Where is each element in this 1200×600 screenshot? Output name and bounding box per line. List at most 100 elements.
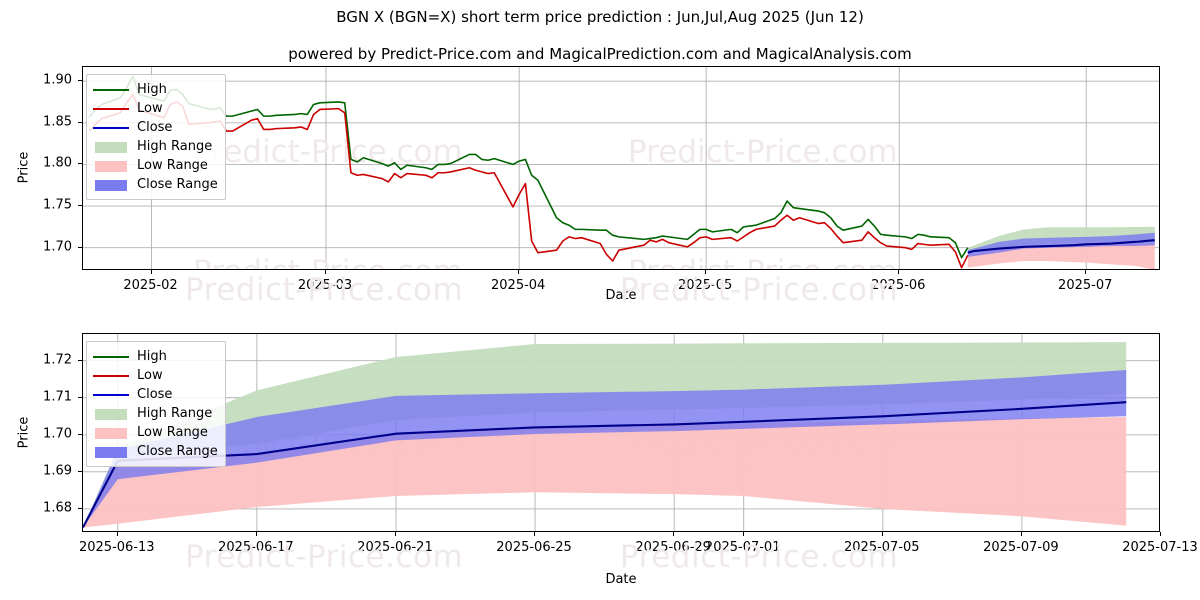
x-tick-label: 2025-06-13 <box>78 540 155 555</box>
y-tick-label: 1.68 <box>43 500 72 516</box>
legend-swatch-fill <box>95 160 127 172</box>
x-tick-mark <box>394 532 396 536</box>
legend-item-low-range[interactable]: Low Range <box>93 156 218 175</box>
y-tick-mark <box>78 163 82 165</box>
bottom-chart-legend[interactable]: High Low Close High Range Low Range Close Ran… <box>86 341 226 467</box>
legend-label: High <box>137 348 167 364</box>
x-tick-label: 2025-02 <box>123 278 178 293</box>
legend-swatch-patch-icon <box>93 178 129 192</box>
legend-swatch-fill <box>95 427 127 439</box>
legend-swatch-patch-icon <box>93 140 129 154</box>
y-tick-label: 1.71 <box>43 389 72 405</box>
legend-item-low[interactable]: Low <box>93 366 218 385</box>
legend-swatch-fill <box>93 355 129 358</box>
top-chart-canvas: Predict-Price.com Predict-Price.com Predic… <box>83 67 1159 269</box>
y-tick-mark <box>78 470 82 472</box>
legend-swatch-fill <box>95 179 127 191</box>
legend-swatch-fill <box>93 107 129 110</box>
x-tick-label: 2025-07-05 <box>844 540 920 555</box>
y-tick-mark <box>78 433 82 435</box>
x-tick-mark <box>742 532 744 536</box>
x-tick-label: 2025-03 <box>297 278 353 293</box>
figure-subtitle: powered by Predict-Price.com and Magical… <box>288 45 912 63</box>
series-line-low <box>88 93 969 269</box>
watermark-text: Predict-Price.com <box>193 134 463 170</box>
legend-swatch-fill <box>93 374 129 377</box>
legend-item-high[interactable]: High <box>93 80 218 99</box>
x-tick-label: 2025-06 <box>871 278 926 293</box>
x-tick-mark <box>1085 270 1087 274</box>
y-tick-label: 1.85 <box>43 114 72 130</box>
legend-item-close[interactable]: Close <box>93 385 218 404</box>
x-tick-mark <box>534 532 536 536</box>
legend-swatch-line-icon <box>93 369 129 383</box>
bottom-x-axis-label: Date <box>605 572 637 587</box>
x-tick-mark <box>673 532 675 536</box>
legend-item-close[interactable]: Close <box>93 118 218 137</box>
x-tick-mark <box>255 532 257 536</box>
legend-label: High Range <box>137 405 213 421</box>
x-tick-mark <box>325 270 327 274</box>
series-line-close <box>967 239 1155 254</box>
x-tick-mark <box>150 270 152 274</box>
x-tick-label: 2025-06-25 <box>496 540 572 555</box>
legend-item-high-range[interactable]: High Range <box>93 137 218 156</box>
y-tick-mark <box>78 359 82 361</box>
legend-item-low[interactable]: Low <box>93 99 218 118</box>
legend-swatch-patch-icon <box>93 445 129 459</box>
legend-label: Close <box>137 119 173 135</box>
legend-swatch-patch-icon <box>93 407 129 421</box>
legend-swatch-line-icon <box>93 350 129 364</box>
x-tick-label: 2025-06-21 <box>357 540 433 555</box>
x-tick-mark <box>1160 532 1161 536</box>
legend-label: Low <box>137 100 163 116</box>
x-tick-mark <box>1020 532 1022 536</box>
series-line-high <box>88 75 969 259</box>
legend-swatch-line-icon <box>93 121 129 135</box>
top-plot-frame: Predict-Price.com Predict-Price.com Predic… <box>82 66 1160 270</box>
legend-label: Close Range <box>137 443 218 459</box>
figure-title: BGN X (BGN=X) short term price predictio… <box>336 8 864 26</box>
legend-swatch-fill <box>93 126 129 129</box>
x-tick-mark <box>116 532 118 536</box>
legend-swatch-fill <box>95 141 127 153</box>
legend-swatch-patch-icon <box>93 426 129 440</box>
top-chart-legend[interactable]: High Low Close High Range Low Range Close Ran… <box>86 74 226 200</box>
x-tick-label: 2025-06-17 <box>218 540 294 555</box>
top-x-axis-label: Date <box>605 288 637 303</box>
y-tick-mark <box>78 246 82 248</box>
legend-swatch-line-icon <box>93 102 129 116</box>
legend-label: Low Range <box>137 157 208 173</box>
legend-swatch-fill <box>93 88 129 91</box>
x-tick-label: 2025-07 <box>1058 278 1113 293</box>
y-tick-label: 1.70 <box>43 426 72 442</box>
legend-item-high[interactable]: High <box>93 347 218 366</box>
y-tick-label: 1.90 <box>43 72 72 88</box>
x-tick-label: 2025-07-13 <box>1122 540 1198 555</box>
y-tick-mark <box>78 507 82 509</box>
x-tick-mark <box>518 270 520 274</box>
y-tick-label: 1.70 <box>43 239 72 255</box>
x-tick-label: 2025-07-09 <box>983 540 1059 555</box>
y-tick-label: 1.75 <box>43 197 72 213</box>
y-tick-label: 1.72 <box>43 352 72 368</box>
y-tick-mark <box>78 121 82 123</box>
y-tick-label: 1.80 <box>43 155 72 171</box>
y-tick-label: 1.69 <box>43 463 72 479</box>
legend-item-close-range[interactable]: Close Range <box>93 175 218 194</box>
y-tick-mark <box>78 396 82 398</box>
legend-label: High Range <box>137 138 213 154</box>
legend-item-close-range[interactable]: Close Range <box>93 442 218 461</box>
legend-label: Close Range <box>137 176 218 192</box>
legend-swatch-line-icon <box>93 388 129 402</box>
y-tick-mark <box>78 80 82 82</box>
x-tick-mark <box>898 270 900 274</box>
legend-item-low-range[interactable]: Low Range <box>93 423 218 442</box>
x-tick-mark <box>705 270 707 274</box>
x-tick-mark <box>881 532 883 536</box>
legend-item-high-range[interactable]: High Range <box>93 404 218 423</box>
